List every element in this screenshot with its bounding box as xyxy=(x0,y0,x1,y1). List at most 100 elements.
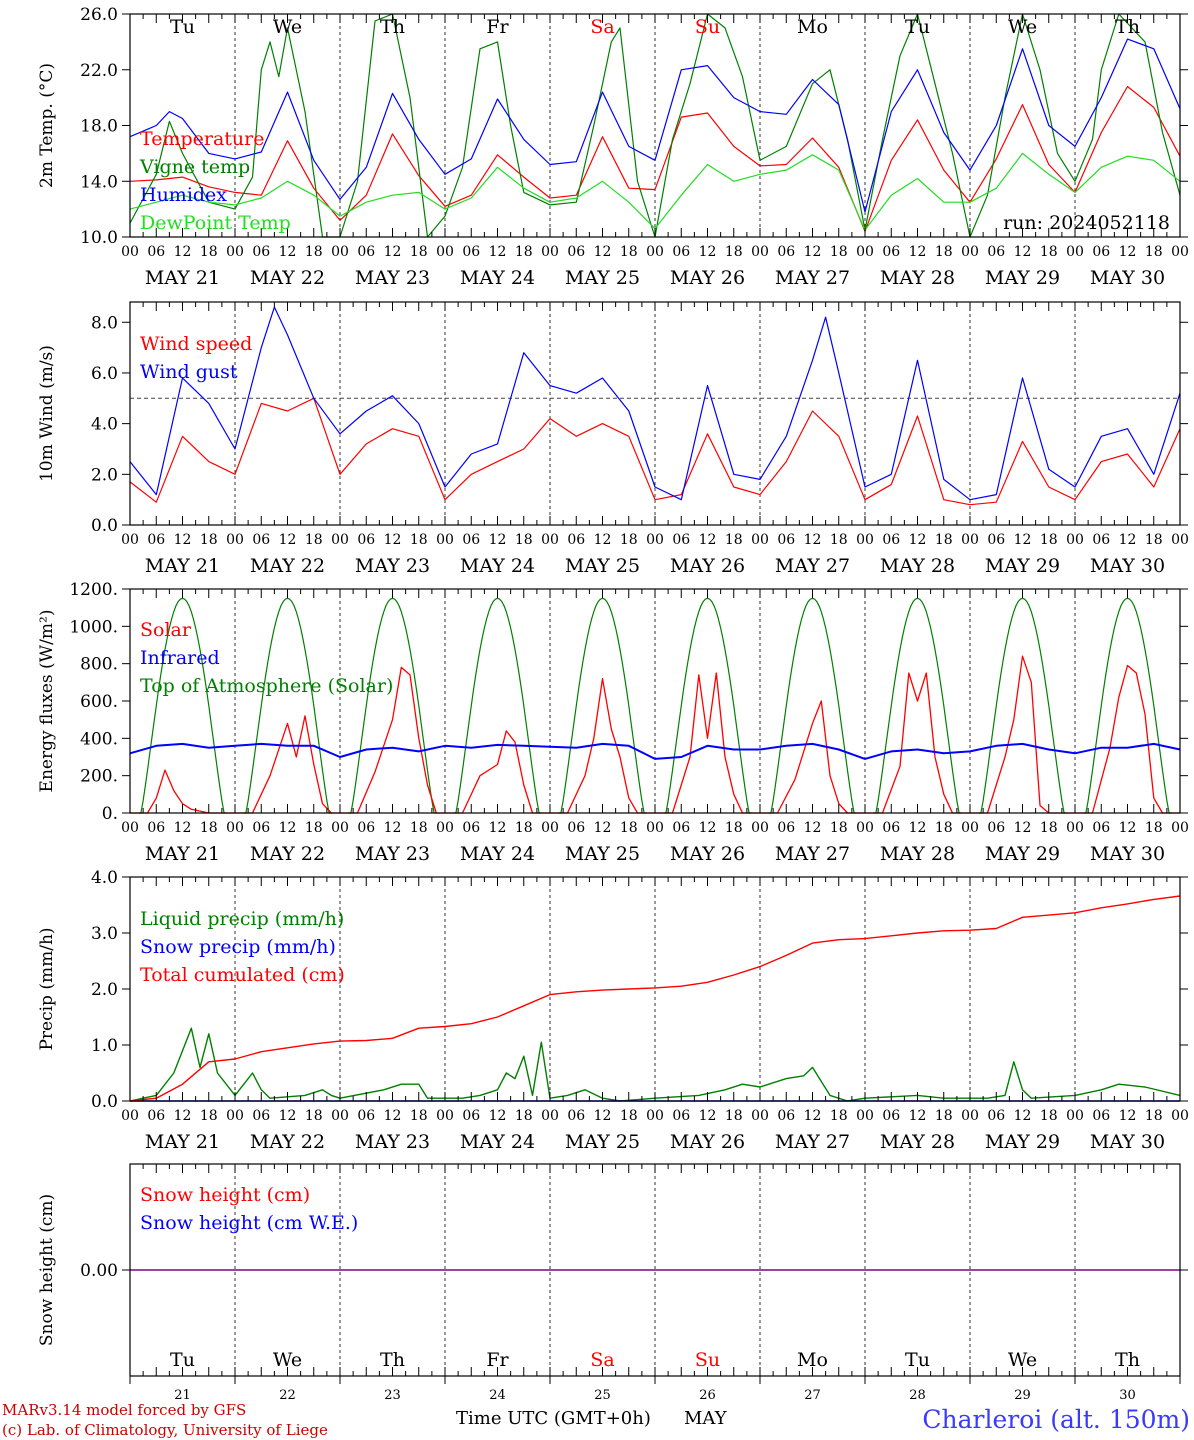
y-tick-label: 0.0 xyxy=(91,516,118,536)
hour-tick-label: 18 xyxy=(830,820,848,836)
hour-tick-label: 00 xyxy=(436,532,454,548)
legend-entry: Liquid precip (mm/h) xyxy=(140,908,344,930)
y-tick-label: 4.0 xyxy=(91,415,118,435)
hour-tick-label: 12 xyxy=(384,244,402,260)
date-label: MAY 30 xyxy=(1090,555,1165,577)
weekday-label-bottom: Th xyxy=(1115,1349,1140,1371)
hour-tick-label: 12 xyxy=(909,1108,927,1124)
weekday-label: Th xyxy=(380,16,405,38)
hour-tick-label: 06 xyxy=(357,532,375,548)
hour-tick-label: 00 xyxy=(226,1108,244,1124)
date-label: MAY 26 xyxy=(670,555,745,577)
hour-tick-label: 12 xyxy=(1119,820,1137,836)
footer-month: MAY xyxy=(684,1408,728,1429)
hour-tick-label: 12 xyxy=(174,244,192,260)
hour-tick-label: 00 xyxy=(751,820,769,836)
hour-tick-label: 00 xyxy=(961,532,979,548)
hour-tick-label: 18 xyxy=(725,820,743,836)
legend-entry: Solar xyxy=(140,619,192,641)
series-infrared xyxy=(129,742,1181,760)
hour-tick-label: 00 xyxy=(646,820,664,836)
hour-tick-label: 00 xyxy=(121,244,139,260)
y-axis-title: 10m Wind (m/s) xyxy=(37,345,57,482)
day-number: 22 xyxy=(279,1388,296,1403)
hour-tick-label: 12 xyxy=(909,532,927,548)
y-tick-label: 400. xyxy=(80,729,118,749)
hour-tick-label: 18 xyxy=(935,532,953,548)
hour-tick-label: 12 xyxy=(909,244,927,260)
y-tick-label: 8.0 xyxy=(91,313,118,333)
y-axis-title: Energy fluxes (W/m²) xyxy=(37,610,57,793)
weekday-label: Th xyxy=(1115,16,1140,38)
y-tick-label: 0. xyxy=(102,804,118,824)
hour-tick-label: 06 xyxy=(1092,1108,1110,1124)
date-label: MAY 23 xyxy=(355,267,430,289)
hour-tick-label: 06 xyxy=(1092,820,1110,836)
y-tick-label: 1.0 xyxy=(91,1036,118,1056)
legend-entry: Top of Atmosphere (Solar) xyxy=(140,675,393,697)
hour-tick-label: 18 xyxy=(725,532,743,548)
hour-tick-label: 12 xyxy=(804,820,822,836)
hour-tick-label: 06 xyxy=(462,1108,480,1124)
date-label: MAY 22 xyxy=(250,843,325,865)
y-tick-label: 2.0 xyxy=(91,465,118,485)
hour-tick-label: 12 xyxy=(174,532,192,548)
hour-tick-label: 06 xyxy=(567,532,585,548)
weekday-label: Tu xyxy=(905,16,930,38)
hour-tick-label: 06 xyxy=(567,820,585,836)
hour-tick-label: 12 xyxy=(1014,244,1032,260)
hour-tick-label: 06 xyxy=(672,1108,690,1124)
weekday-label: Fr xyxy=(486,16,509,38)
hour-tick-label: 06 xyxy=(1092,532,1110,548)
date-label: MAY 24 xyxy=(460,843,535,865)
hour-tick-label: 00 xyxy=(226,244,244,260)
day-number: 21 xyxy=(174,1388,191,1403)
hour-tick-label: 18 xyxy=(830,1108,848,1124)
hour-tick-label: 00 xyxy=(121,532,139,548)
hour-tick-label: 06 xyxy=(882,532,900,548)
hour-tick-label: 00 xyxy=(856,820,874,836)
date-label: MAY 23 xyxy=(355,1131,430,1153)
footer-lab: (c) Lab. of Climatology, University of L… xyxy=(2,1421,328,1439)
legend-entry: Humidex xyxy=(140,184,227,206)
hour-tick-label: 18 xyxy=(935,820,953,836)
hour-tick-label: 06 xyxy=(672,820,690,836)
hour-tick-label: 12 xyxy=(279,1108,297,1124)
hour-tick-label: 18 xyxy=(410,820,428,836)
date-label: MAY 24 xyxy=(460,267,535,289)
hour-tick-label: 12 xyxy=(384,820,402,836)
hour-tick-label: 00 xyxy=(856,244,874,260)
hour-tick-label: 06 xyxy=(147,1108,165,1124)
date-label: MAY 27 xyxy=(775,843,850,865)
hour-tick-label: 12 xyxy=(1119,532,1137,548)
hour-tick-label: 12 xyxy=(699,244,717,260)
hour-tick-label: 12 xyxy=(699,532,717,548)
hour-tick-label: 00 xyxy=(1066,820,1084,836)
hour-tick-label: 18 xyxy=(1145,532,1163,548)
day-number: 23 xyxy=(384,1388,401,1403)
hour-tick-label: 12 xyxy=(489,1108,507,1124)
date-label: MAY 28 xyxy=(880,555,955,577)
hour-tick-label: 18 xyxy=(1145,244,1163,260)
hour-tick-label: 12 xyxy=(804,244,822,260)
hour-tick-label: 18 xyxy=(1040,244,1058,260)
hour-tick-label: 06 xyxy=(777,1108,795,1124)
hour-tick-label: 06 xyxy=(252,532,270,548)
date-label: MAY 28 xyxy=(880,267,955,289)
hour-tick-label: 12 xyxy=(384,1108,402,1124)
date-label: MAY 29 xyxy=(985,267,1060,289)
hour-tick-label: 12 xyxy=(489,532,507,548)
y-axis-title: 2m Temp. (°C) xyxy=(37,63,57,188)
hour-tick-label: 18 xyxy=(620,820,638,836)
hour-tick-label: 18 xyxy=(935,244,953,260)
hour-tick-label: 00 xyxy=(646,532,664,548)
weekday-label-bottom: Tu xyxy=(170,1349,195,1371)
date-label: MAY 29 xyxy=(985,555,1060,577)
hour-tick-label: 12 xyxy=(279,532,297,548)
series-top-of-atmosphere-solar xyxy=(558,597,647,814)
date-label: MAY 25 xyxy=(565,1131,640,1153)
hour-tick-label: 06 xyxy=(252,1108,270,1124)
hour-tick-label: 06 xyxy=(882,244,900,260)
series-top-of-atmosphere-solar xyxy=(243,597,332,814)
legend-entry: DewPoint Temp xyxy=(140,212,291,234)
